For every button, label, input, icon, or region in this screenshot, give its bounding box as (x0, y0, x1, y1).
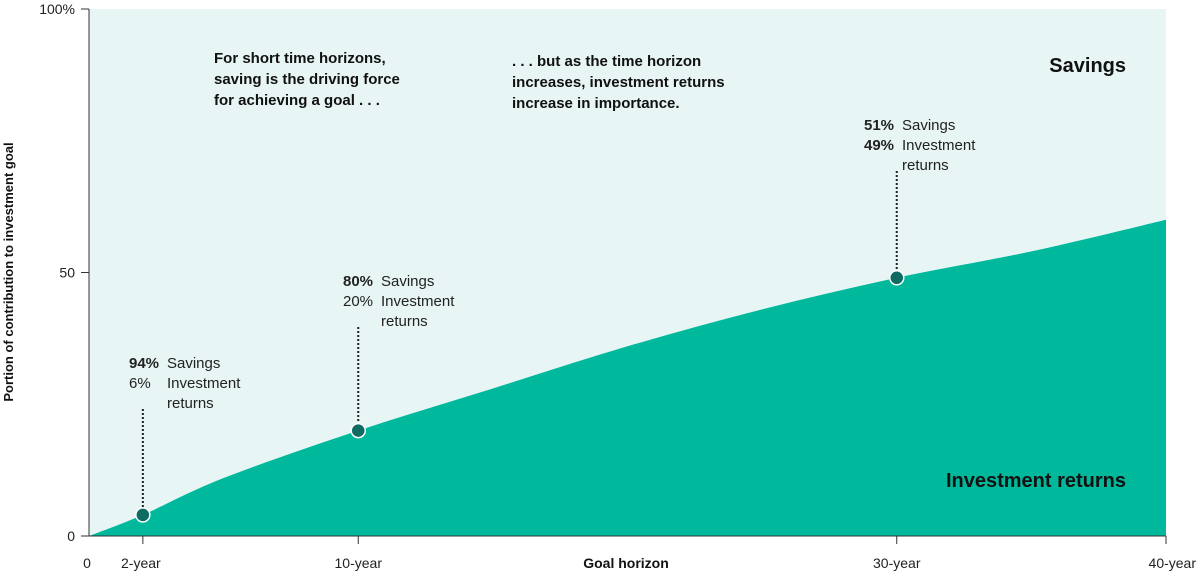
marker-returns-text: returns (902, 157, 949, 174)
data-point-marker (350, 422, 366, 439)
marker-returns-pct: 49% (864, 137, 894, 154)
annotation-note-line: saving is the driving force (214, 71, 400, 88)
chart-notes: For short time horizons, saving is the dr… (214, 50, 725, 112)
x-tick-label: 30-year (873, 555, 921, 571)
chart-ticks: 0 50 100% 0 2-year 10-year 30-year 40-year (39, 1, 1196, 571)
annotation-note-line: increases, investment returns (512, 74, 725, 91)
annotation-note: . . . but as the time horizon increases, … (512, 53, 725, 112)
chart-markers: 94% Savings 6% Investment returns 80% Savings 2… (129, 117, 976, 523)
data-point-marker (889, 270, 905, 286)
region-label-savings: Savings (1049, 55, 1126, 77)
marker-savings-pct: 80% (343, 273, 373, 290)
area-investment-returns (89, 219, 1166, 537)
region-label-investment-returns: Investment returns (946, 470, 1126, 492)
chart-areas (89, 9, 1166, 537)
annotation-note-line: For short time horizons, (214, 50, 386, 67)
marker-returns-text: returns (167, 395, 214, 412)
marker-returns-pct: 6% (129, 375, 151, 392)
marker-savings-text: Savings (381, 273, 434, 290)
marker-savings-text: Savings (167, 355, 220, 372)
marker-group: 80% Savings 20% Investment returns (343, 273, 455, 439)
annotation-note-line: for achieving a goal . . . (214, 92, 380, 109)
marker-group: 51% Savings 49% Investment returns (864, 117, 976, 286)
marker-returns-text: Investment (381, 293, 455, 310)
marker-returns-pct: 20% (343, 293, 373, 310)
marker-returns-text: returns (381, 313, 428, 330)
y-tick-label: 0 (67, 528, 75, 544)
marker-savings-pct: 51% (864, 117, 894, 134)
y-tick-label: 100% (39, 1, 75, 17)
annotation-note-line: . . . but as the time horizon (512, 53, 701, 70)
marker-group: 94% Savings 6% Investment returns (129, 355, 241, 523)
data-point-marker (135, 507, 151, 523)
x-tick-label: 40-year (1149, 555, 1197, 571)
annotation-note-line: increase in importance. (512, 95, 680, 112)
marker-returns-text: Investment (167, 375, 241, 392)
marker-savings-pct: 94% (129, 355, 159, 372)
x-axis-label: Goal horizon (583, 555, 669, 571)
y-tick-label: 50 (59, 265, 75, 281)
y-axis-label: Portion of contribution to investment go… (1, 142, 16, 401)
marker-returns-text: Investment (902, 137, 976, 154)
marker-savings-text: Savings (902, 117, 955, 134)
x-tick-label: 2-year (121, 555, 161, 571)
x-tick-label: 0 (83, 555, 91, 571)
x-tick-label: 10-year (335, 555, 383, 571)
annotation-note: For short time horizons, saving is the dr… (214, 50, 400, 109)
